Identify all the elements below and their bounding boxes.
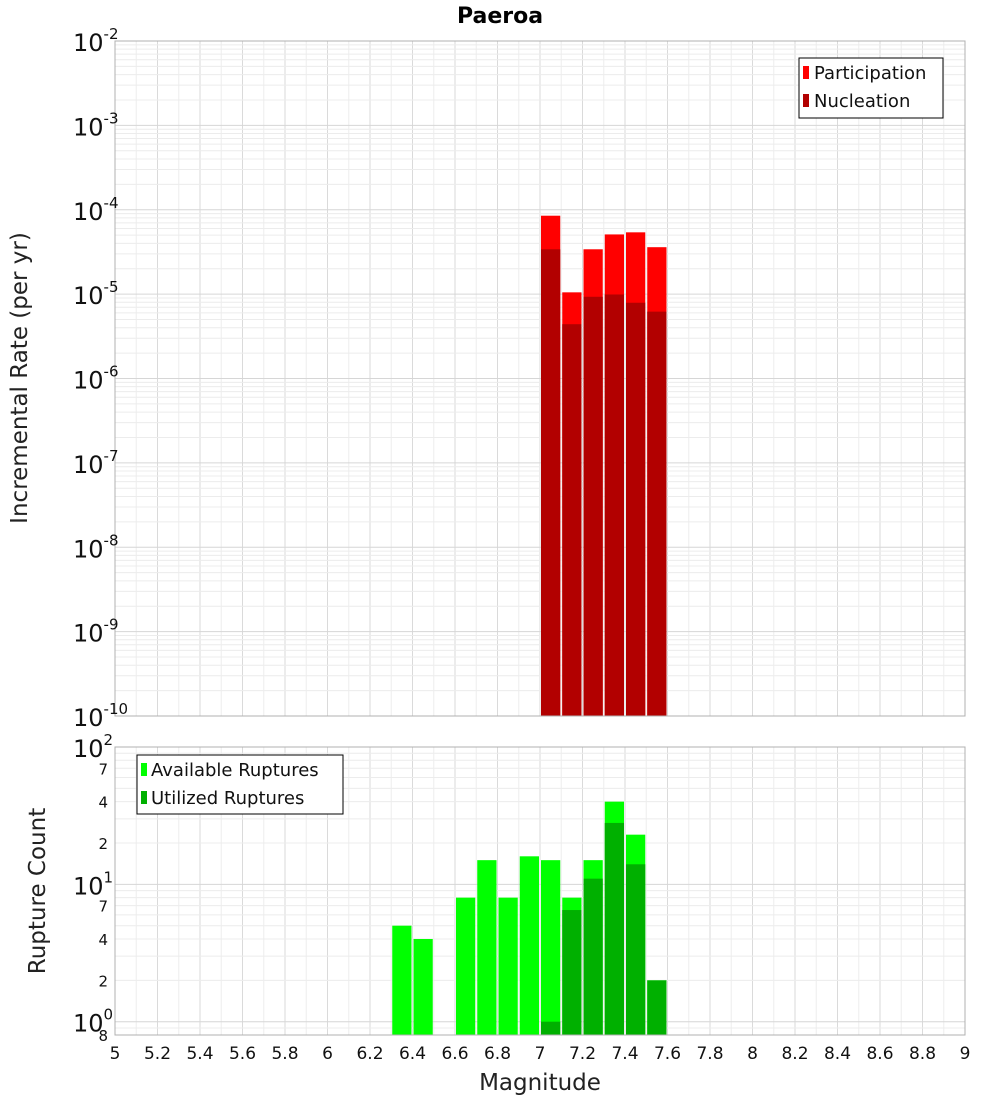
x-tick-label: 8.2	[781, 1044, 808, 1064]
chart-title: Paeroa	[457, 4, 543, 29]
bottom-bar-utilized-ruptures	[541, 1021, 561, 1035]
bottom-bar-utilized-ruptures	[626, 864, 646, 1035]
y-tick-label: 7	[98, 898, 108, 916]
y-tick-label: 4	[98, 931, 108, 949]
bottom-bar-utilized-ruptures	[604, 822, 624, 1035]
top-legend: Participation Nucleation	[798, 57, 944, 119]
y-tick-label: 10-10	[73, 700, 128, 732]
x-axis-label: Magnitude	[479, 1070, 601, 1096]
bottom-plot-frame	[114, 746, 966, 1036]
y-tick-label: 100	[73, 1006, 113, 1038]
x-tick-label: 5	[110, 1044, 121, 1064]
x-tick-label: 8.4	[824, 1044, 851, 1064]
bottom-bar-utilized-ruptures	[583, 878, 603, 1035]
bottom-bar-available-ruptures	[413, 939, 433, 1035]
y-tick-label: 4	[98, 794, 108, 812]
y-tick-label: 10-5	[73, 278, 119, 310]
x-tick-label: 6.2	[356, 1044, 383, 1064]
legend-label-participation: Participation	[814, 63, 926, 84]
y-tick-label: 10-8	[73, 531, 119, 563]
y-tick-label: 10-4	[73, 194, 119, 226]
y-tick-label: 10-2	[73, 25, 119, 57]
y-tick-label: 10-7	[73, 447, 119, 479]
y-tick-label: 8	[98, 1027, 108, 1045]
bottom-bar-available-ruptures	[498, 897, 518, 1035]
top-bar-nucleation	[647, 311, 667, 716]
x-tick-label: 5.4	[186, 1044, 213, 1064]
top-bar-nucleation	[583, 296, 603, 716]
y-tick-label: 7	[98, 760, 108, 778]
x-tick-label: 6.4	[399, 1044, 426, 1064]
y-tick-label: 2	[98, 972, 108, 990]
y-tick-label: 10-3	[73, 109, 119, 141]
top-bar-nucleation	[562, 324, 582, 716]
top-plot-frame	[114, 40, 966, 717]
top-y-axis-ticks: 10-2 10-3 10-4 10-5 10-6 10-7 10-8 10-9 10-10	[73, 25, 128, 732]
x-tick-label: 5.6	[229, 1044, 256, 1064]
y-tick-label: 10-9	[73, 616, 119, 648]
x-tick-label: 5.8	[271, 1044, 298, 1064]
bottom-bar-utilized-ruptures	[647, 980, 667, 1035]
bottom-y-axis-label: Rupture Count	[25, 808, 51, 974]
top-plot-grid	[114, 41, 966, 717]
y-tick-label: 102	[73, 731, 113, 763]
legend-swatch-participation	[803, 66, 809, 79]
bottom-plot-bars	[392, 801, 667, 1035]
x-tick-label: 8	[747, 1044, 758, 1064]
x-tick-label: 9	[960, 1044, 971, 1064]
x-tick-label: 7.4	[611, 1044, 638, 1064]
x-tick-label: 7	[535, 1044, 546, 1064]
x-axis-ticks: 5 5.2 5.4 5.6 5.8 6 6.2 6.4 6.6 6.8 7 7.2 7.4 7.6 7.8 8…	[110, 1044, 971, 1064]
legend-swatch-nucleation	[803, 94, 809, 107]
top-plot-bars	[541, 215, 667, 717]
x-tick-label: 8.6	[866, 1044, 893, 1064]
y-tick-label: 10-6	[73, 363, 119, 395]
legend-label-nucleation: Nucleation	[814, 91, 910, 112]
x-tick-label: 7.8	[696, 1044, 723, 1064]
legend-swatch-utilized	[141, 791, 147, 804]
top-y-axis-label: Incremental Rate (per yr)	[7, 232, 33, 524]
x-tick-label: 5.2	[144, 1044, 171, 1064]
legend-label-utilized: Utilized Ruptures	[151, 788, 304, 809]
x-tick-label: 6.6	[441, 1044, 468, 1064]
y-tick-label: 2	[98, 835, 108, 853]
legend-label-available: Available Ruptures	[151, 760, 319, 781]
top-bar-nucleation	[604, 294, 624, 716]
bottom-bar-utilized-ruptures	[562, 910, 582, 1035]
bottom-bar-available-ruptures	[456, 897, 476, 1035]
bottom-bar-available-ruptures	[477, 860, 497, 1035]
bottom-legend: Available Ruptures Utilized Ruptures	[136, 754, 344, 815]
x-tick-label: 6.8	[484, 1044, 511, 1064]
x-tick-label: 7.2	[569, 1044, 596, 1064]
bottom-bar-available-ruptures	[519, 856, 539, 1035]
legend-swatch-available	[141, 763, 147, 776]
bottom-bar-available-ruptures	[541, 860, 561, 1035]
top-bar-nucleation	[541, 249, 561, 716]
y-tick-label: 101	[73, 868, 113, 900]
x-tick-label: 6	[322, 1044, 333, 1064]
x-tick-label: 8.8	[909, 1044, 936, 1064]
top-bar-nucleation	[626, 302, 646, 716]
x-tick-label: 7.6	[654, 1044, 681, 1064]
bottom-bar-available-ruptures	[392, 925, 412, 1035]
